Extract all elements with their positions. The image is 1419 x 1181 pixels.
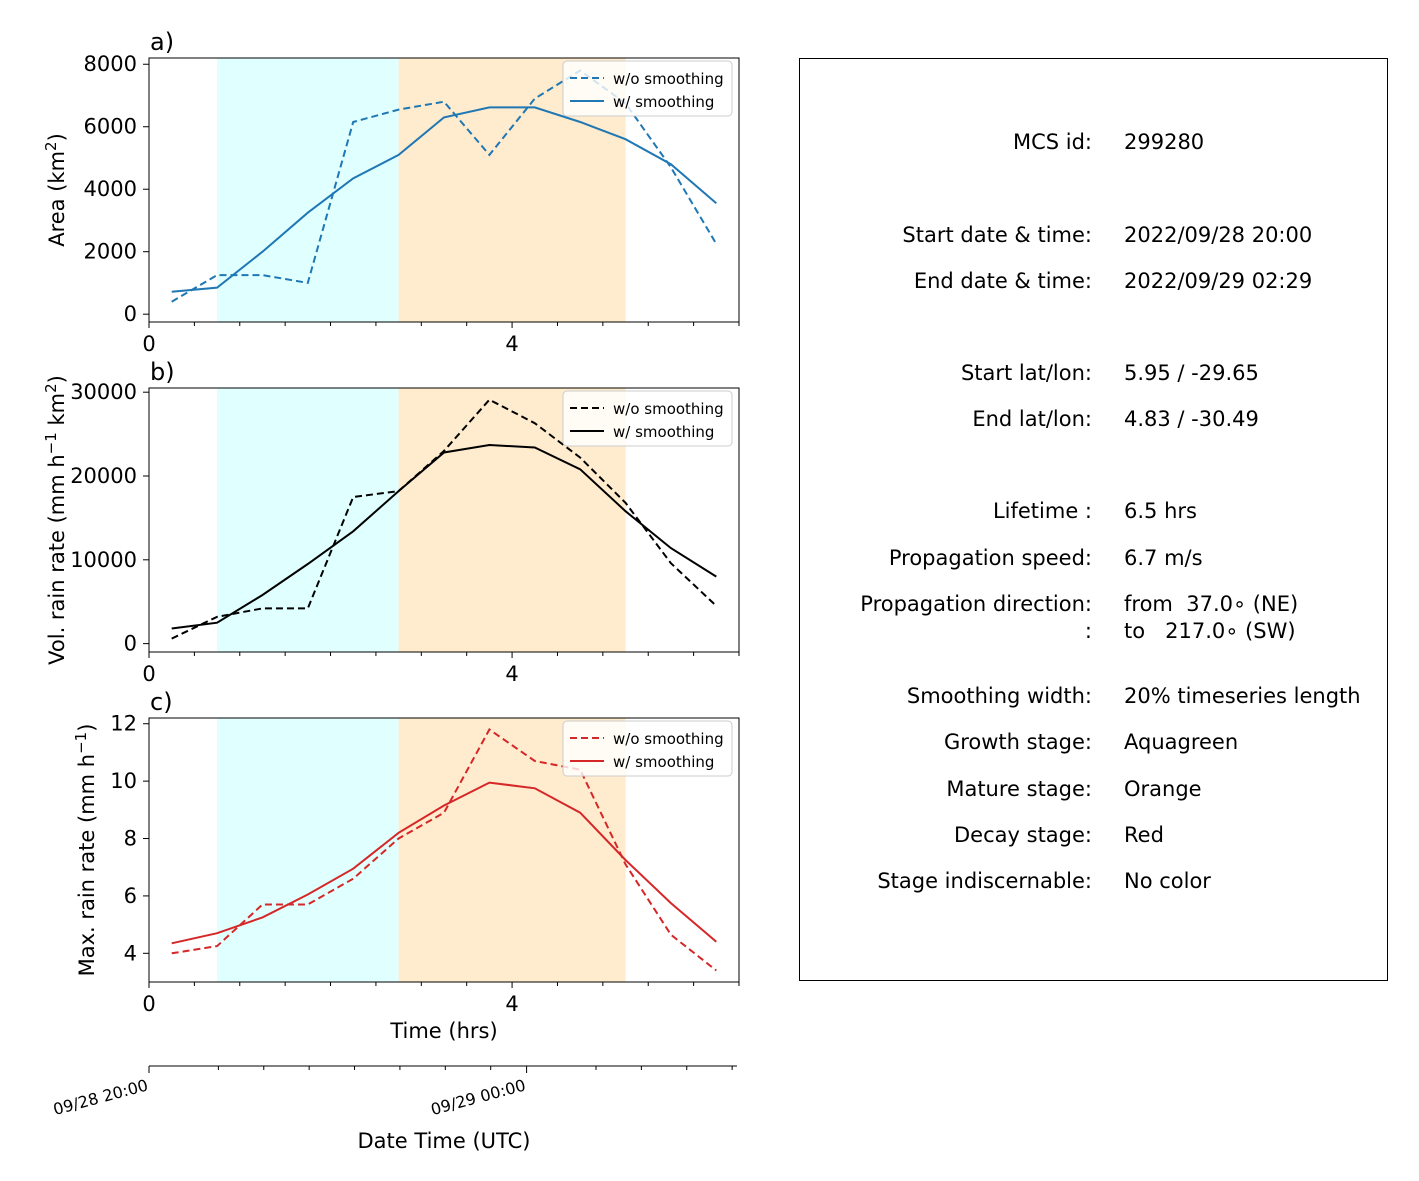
info-value: 20% timeseries length xyxy=(1124,684,1361,708)
growth-stage-shade xyxy=(217,388,399,652)
y-tick-label: 20000 xyxy=(70,464,137,488)
date-tick-label: 09/29 00:00 xyxy=(429,1076,528,1120)
legend-label: w/ smoothing xyxy=(613,423,714,441)
chart-panel-b: 0 10000 20000 30000 0 4 b) Vol. rain rate (mm h… xyxy=(42,358,740,686)
legend-box xyxy=(562,390,733,447)
y-axis-label: Area (km2) xyxy=(42,133,69,247)
legend-box xyxy=(562,60,733,117)
info-value: 2022/09/29 02:29 xyxy=(1124,269,1313,293)
legend-label: w/ smoothing xyxy=(613,753,714,771)
y-axis-label: Max. rain rate (mm h−1) xyxy=(72,724,99,977)
y-tick-label: 30000 xyxy=(70,380,137,404)
x-axis-label: Time (hrs) xyxy=(389,1019,497,1043)
info-label: End date & time: xyxy=(913,269,1092,293)
axes-frame xyxy=(148,717,740,983)
date-axis: 09/28 20:00 09/29 00:00 xyxy=(51,1065,737,1120)
axes-frame xyxy=(148,387,740,653)
panel-label: b) xyxy=(150,358,175,386)
info-label: Mature stage: xyxy=(946,777,1092,801)
info-value: 6.7 m/s xyxy=(1124,546,1203,570)
y-tick-label: 8000 xyxy=(84,52,137,76)
info-value: Aquagreen xyxy=(1124,730,1239,754)
x-tick-label: 4 xyxy=(505,332,518,356)
info-value: 5.95 / -29.65 xyxy=(1124,361,1259,385)
y-axis-label: Vol. rain rate (mm h−1 km2) xyxy=(42,375,69,665)
legend-label: w/o smoothing xyxy=(613,730,724,748)
y-tick-label: 12 xyxy=(110,712,137,736)
info-value: No color xyxy=(1124,869,1211,893)
series-line-with-smoothing xyxy=(171,443,717,630)
y-tick-label: 4 xyxy=(124,941,137,965)
date-tick-label: 09/28 20:00 xyxy=(51,1076,150,1120)
y-tick-label: 10000 xyxy=(70,548,137,572)
x-tick-label: 0 xyxy=(142,662,155,686)
info-label: Propagation speed: xyxy=(888,546,1092,570)
legend-label: w/o smoothing xyxy=(613,400,724,418)
series-line-with-smoothing xyxy=(171,781,717,945)
chart-panel-c: 4 6 8 10 12 0 4 c) Max. rain rate (mm h−1) w/o sm… xyxy=(72,688,740,1016)
panel-label: c) xyxy=(150,688,173,716)
info-value: 2022/09/28 20:00 xyxy=(1124,223,1313,247)
legend-label: w/o smoothing xyxy=(613,70,724,88)
legend-label: w/ smoothing xyxy=(613,93,714,111)
legend-box xyxy=(562,720,733,777)
chart-panel-a: 0 2000 4000 6000 8000 0 4 a) Area (km2) w/o smoot… xyxy=(42,28,740,356)
info-label: MCS id: xyxy=(1012,130,1092,154)
legend: w/o smoothing w/ smoothing xyxy=(562,390,733,447)
info-value: to 217.0∘ (SW) xyxy=(1124,619,1296,643)
series-line-with-smoothing xyxy=(171,106,717,293)
growth-stage-shade xyxy=(217,58,399,322)
date-axis-title: Date Time (UTC) xyxy=(358,1129,531,1153)
y-tick-label: 6 xyxy=(124,884,137,908)
info-label: Start date & time: xyxy=(902,223,1092,247)
info-label: : xyxy=(1084,619,1092,643)
y-tick-label: 10 xyxy=(110,769,137,793)
info-label: Decay stage: xyxy=(954,823,1092,847)
panel-label: a) xyxy=(150,28,174,56)
series-line-without-smoothing xyxy=(171,398,717,640)
y-tick-label: 8 xyxy=(124,827,137,851)
x-tick-label: 0 xyxy=(142,332,155,356)
info-label: Smoothing width: xyxy=(906,684,1092,708)
legend: w/o smoothing w/ smoothing xyxy=(562,720,733,777)
info-label: Propagation direction: xyxy=(860,592,1092,616)
y-tick-label: 2000 xyxy=(84,240,137,264)
info-label: Lifetime : xyxy=(992,499,1092,523)
info-value: 6.5 hrs xyxy=(1124,499,1197,523)
growth-stage-shade xyxy=(217,718,399,982)
info-value: 4.83 / -30.49 xyxy=(1124,407,1259,431)
y-tick-label: 6000 xyxy=(84,115,137,139)
info-value: from 37.0∘ (NE) xyxy=(1124,592,1299,616)
info-panel: MCS id: 299280 Start date & time: 2022/09/2… xyxy=(799,58,1388,981)
x-tick-label: 4 xyxy=(505,662,518,686)
series-line-without-smoothing xyxy=(171,728,717,972)
info-label: Start lat/lon: xyxy=(960,361,1092,385)
axes-frame xyxy=(148,57,740,323)
info-value: 299280 xyxy=(1124,130,1205,154)
info-value: Orange xyxy=(1124,777,1202,801)
legend: w/o smoothing w/ smoothing xyxy=(562,60,733,117)
x-tick-label: 0 xyxy=(142,992,155,1016)
info-label: Growth stage: xyxy=(943,730,1092,754)
info-label: Stage indiscernable: xyxy=(877,869,1092,893)
info-value: Red xyxy=(1124,823,1164,847)
y-tick-label: 4000 xyxy=(84,177,137,201)
y-tick-label: 0 xyxy=(124,632,137,656)
x-tick-label: 4 xyxy=(505,992,518,1016)
y-tick-label: 0 xyxy=(124,302,137,326)
info-label: End lat/lon: xyxy=(972,407,1092,431)
